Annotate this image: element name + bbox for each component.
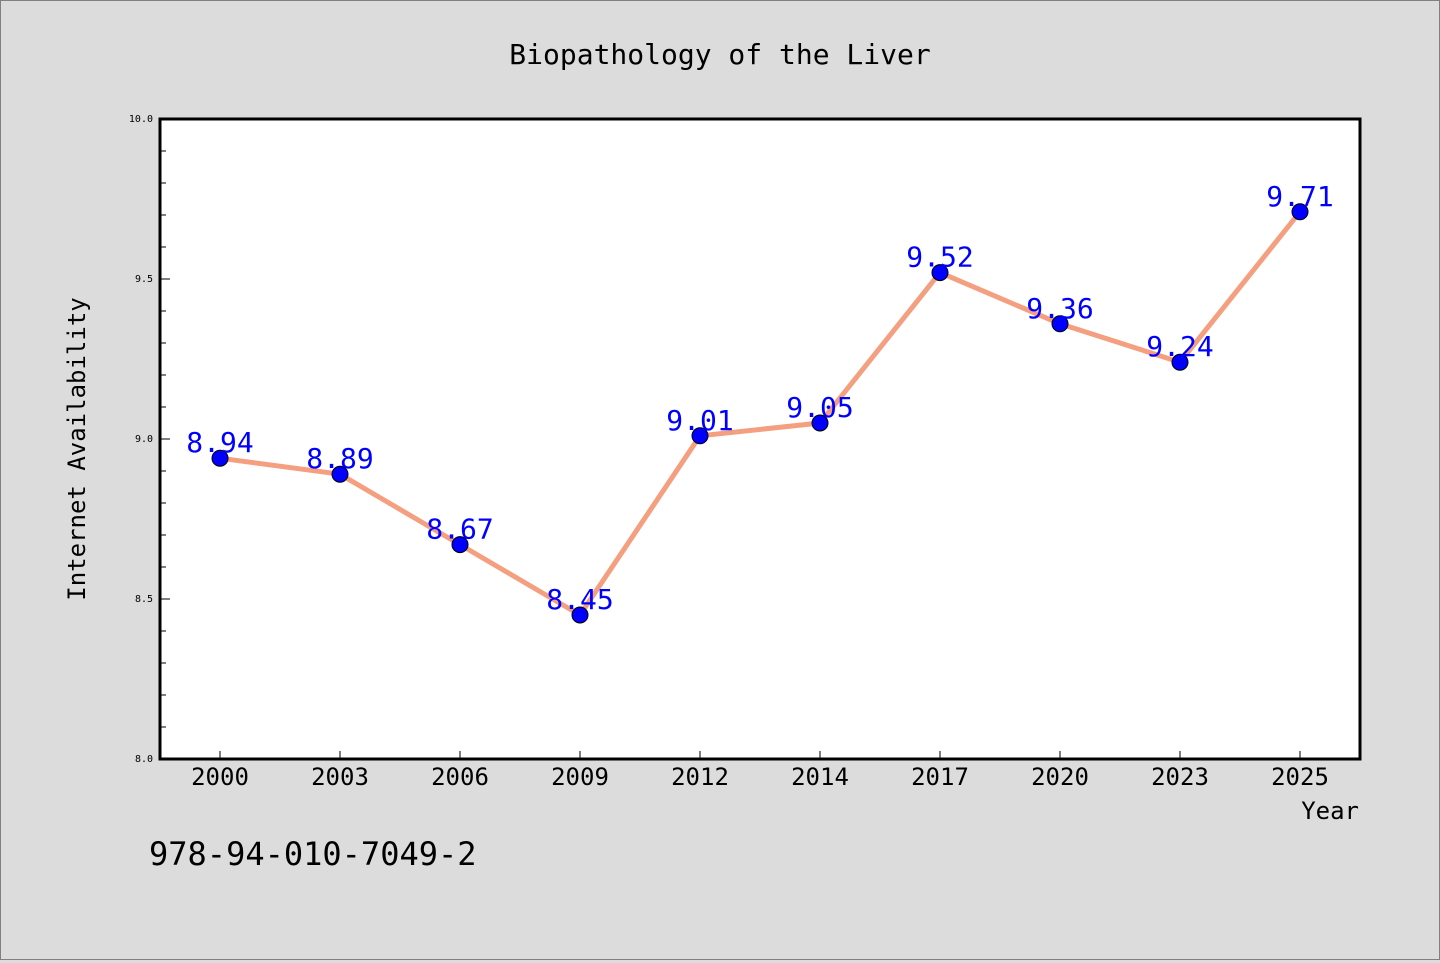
data-point — [691, 427, 709, 445]
data-label: 8.45 — [546, 583, 613, 616]
data-point — [331, 465, 349, 483]
x-tick-label: 2017 — [911, 763, 969, 791]
x-tick-label: 2020 — [1031, 763, 1089, 791]
data-point — [211, 449, 229, 467]
series-layer — [211, 203, 1309, 624]
data-label: 8.89 — [306, 442, 373, 475]
data-point — [1291, 203, 1309, 221]
data-point — [931, 264, 949, 282]
x-tick-label: 2025 — [1271, 763, 1329, 791]
y-axis: 8.0 8.5 9.0 9.5 10.0 — [129, 114, 170, 765]
data-point — [451, 536, 469, 554]
data-label: 9.71 — [1266, 180, 1333, 213]
series-line — [219, 210, 1302, 618]
x-tick-label: 2014 — [791, 763, 849, 791]
data-point — [811, 414, 829, 432]
x-tick-label: 2012 — [671, 763, 729, 791]
data-label: 9.05 — [786, 391, 853, 424]
y-tick-label: 9.0 — [135, 434, 153, 445]
y-tick-label: 9.5 — [135, 274, 153, 285]
x-tick-label: 2003 — [311, 763, 369, 791]
data-label: 9.36 — [1026, 292, 1093, 325]
data-point — [571, 606, 589, 624]
data-point — [1051, 315, 1069, 333]
data-label: 8.67 — [426, 513, 493, 546]
x-tick-label: 2023 — [1151, 763, 1209, 791]
data-label: 9.52 — [906, 241, 973, 274]
plot-area — [158, 117, 1362, 761]
data-label: 9.24 — [1146, 330, 1213, 363]
x-tick-label: 2009 — [551, 763, 609, 791]
x-tick-label: 2006 — [431, 763, 489, 791]
y-tick-label: 8.5 — [135, 594, 153, 605]
x-tick-label: 2000 — [191, 763, 249, 791]
y-tick-label: 8.0 — [135, 754, 153, 765]
data-point — [1171, 353, 1189, 371]
footer-text: 978-94-010-7049-2 — [149, 835, 477, 873]
x-axis: 2000 2003 2006 2009 2012 2014 2017 2020 2023 2025 — [191, 751, 1329, 791]
data-labels: 8.94 8.89 8.67 8.45 9.01 9.05 9.52 9.36 9.24 9.71 — [186, 180, 1333, 616]
data-label: 9.01 — [666, 404, 733, 437]
y-tick-label: 10.0 — [129, 114, 153, 125]
y-axis-label: Internet Availability — [63, 297, 91, 600]
chart-title: Biopathology of the Liver — [509, 38, 930, 71]
data-label: 8.94 — [186, 426, 253, 459]
x-axis-label: Year — [1301, 797, 1359, 825]
